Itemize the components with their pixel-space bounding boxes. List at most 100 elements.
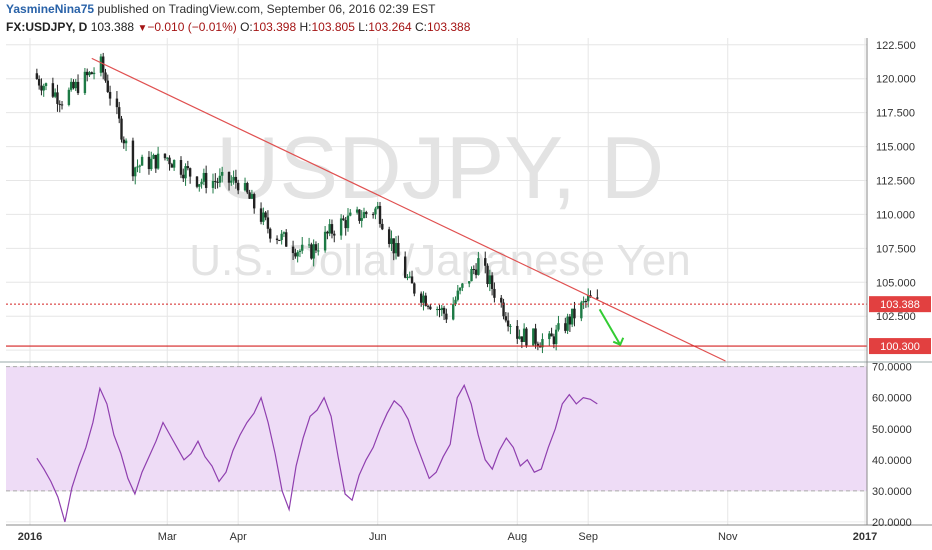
candle-body bbox=[406, 277, 409, 279]
time-tick-label: Sep bbox=[578, 531, 598, 543]
candle-body bbox=[358, 209, 361, 221]
candle-body bbox=[330, 224, 334, 234]
close-label: C: bbox=[414, 20, 427, 34]
price-axis[interactable]: 122.500 120.000 117.500 115.000 112.500 110.0… bbox=[876, 40, 916, 357]
price-tick-label: 120.000 bbox=[876, 74, 916, 86]
candle-body bbox=[552, 336, 556, 345]
trendline[interactable] bbox=[91, 57, 726, 362]
watermark-description: U.S. Dollar/Japanese Yen bbox=[189, 236, 690, 285]
publish-info: YasmineNina75 published on TradingView.c… bbox=[6, 2, 435, 16]
candle-body bbox=[317, 250, 320, 252]
candle-body bbox=[586, 295, 590, 302]
candle-body bbox=[564, 323, 567, 331]
candle-body bbox=[461, 283, 464, 288]
candle-body bbox=[500, 297, 503, 303]
candle-body bbox=[67, 89, 71, 105]
candle-body bbox=[278, 240, 281, 242]
time-tick-label: Aug bbox=[507, 531, 527, 543]
candle-body bbox=[269, 228, 272, 239]
candle-body bbox=[154, 154, 158, 169]
candle-body bbox=[490, 275, 494, 289]
candle-body bbox=[403, 256, 407, 278]
rsi-axis[interactable]: 70.0000 60.0000 50.0000 40.0000 30.0000 20.00… bbox=[872, 362, 912, 529]
candle-body bbox=[312, 244, 315, 259]
open-label: O: bbox=[240, 20, 253, 34]
candle-body bbox=[118, 107, 121, 119]
candle-body bbox=[252, 194, 256, 209]
rsi-tick-label: 50.0000 bbox=[872, 424, 912, 436]
candle-body bbox=[37, 78, 41, 86]
candle-body bbox=[474, 269, 478, 275]
candle-body bbox=[285, 232, 288, 247]
candle-body bbox=[506, 320, 510, 327]
candle-body bbox=[198, 184, 201, 187]
candle-body bbox=[440, 307, 443, 311]
symbol-label[interactable]: FX:USDJPY, D bbox=[6, 20, 88, 34]
candle-body bbox=[557, 323, 560, 330]
time-tick-label: 2016 bbox=[18, 531, 42, 543]
candle-body bbox=[371, 214, 375, 216]
projection-arrow-icon bbox=[598, 308, 625, 347]
candle-body bbox=[307, 244, 311, 246]
candle-body bbox=[134, 167, 137, 177]
publish-text: published on TradingView.com, September … bbox=[97, 2, 436, 16]
candle-body bbox=[147, 156, 151, 170]
candle-body bbox=[122, 139, 125, 144]
candle-body bbox=[442, 307, 446, 314]
candle-body bbox=[69, 81, 73, 90]
price-tick-label: 122.500 bbox=[876, 40, 916, 52]
candle-body bbox=[355, 209, 359, 213]
candle-body bbox=[51, 83, 55, 97]
candle-body bbox=[582, 301, 585, 303]
candle-body bbox=[392, 238, 395, 254]
candle-body bbox=[532, 328, 535, 346]
candle-body bbox=[458, 287, 462, 291]
candle-body bbox=[214, 181, 217, 183]
time-tick-label: Jun bbox=[369, 531, 387, 543]
candle-body bbox=[42, 86, 45, 91]
candle-body bbox=[323, 231, 327, 251]
watermark-symbol: USDJPY, D bbox=[216, 118, 664, 217]
candle-body bbox=[374, 208, 377, 215]
time-axis[interactable]: 2016 Mar Apr Jun Aug Sep Nov 2017 bbox=[18, 531, 877, 543]
candle-body bbox=[536, 343, 540, 347]
rsi-line bbox=[36, 383, 598, 523]
candle-body bbox=[429, 306, 432, 310]
candle-body bbox=[108, 91, 112, 99]
close-value: 103.388 bbox=[426, 20, 471, 34]
candle-body bbox=[35, 73, 39, 79]
candle-body bbox=[522, 328, 526, 342]
candle-body bbox=[211, 181, 215, 188]
candle-body bbox=[554, 329, 558, 345]
candle-body bbox=[566, 316, 569, 331]
candle-body bbox=[580, 302, 583, 319]
candle-body bbox=[410, 276, 414, 284]
candle-body bbox=[40, 85, 43, 91]
candle-body bbox=[44, 83, 48, 87]
candle-body bbox=[72, 81, 75, 89]
candle-body bbox=[422, 295, 425, 303]
candle-body bbox=[413, 283, 416, 294]
candle-body bbox=[516, 325, 519, 339]
candle-body bbox=[365, 212, 368, 215]
candle-body bbox=[232, 176, 235, 181]
candle-body bbox=[184, 166, 187, 179]
candle-body bbox=[504, 316, 508, 321]
author-link[interactable]: YasmineNina75 bbox=[6, 2, 95, 16]
candle-body bbox=[470, 268, 473, 282]
candle-body bbox=[362, 212, 366, 219]
candle-body bbox=[310, 244, 313, 259]
support-badge-text: 100.300 bbox=[880, 341, 920, 353]
candle-body bbox=[573, 308, 576, 319]
rsi-tick-label: 60.0000 bbox=[872, 393, 912, 405]
candle-body bbox=[436, 309, 439, 311]
candle-body bbox=[236, 182, 240, 191]
candle-body bbox=[488, 275, 492, 285]
candle-body bbox=[525, 328, 528, 346]
candle-body bbox=[484, 258, 487, 266]
candle-body bbox=[326, 231, 329, 234]
price-tick-label: 117.500 bbox=[876, 108, 915, 120]
price-tick-label: 110.000 bbox=[876, 209, 915, 221]
candle-body bbox=[131, 140, 135, 177]
